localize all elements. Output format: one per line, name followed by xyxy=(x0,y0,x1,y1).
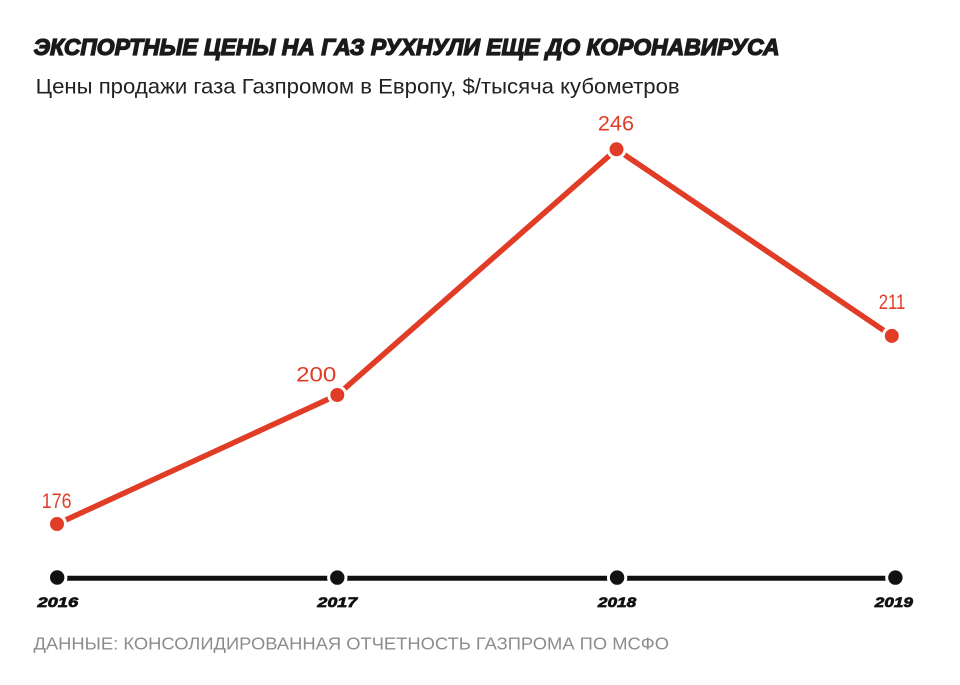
svg-text:200: 200 xyxy=(296,364,336,387)
svg-text:2017: 2017 xyxy=(316,594,359,610)
svg-text:ЭКСПОРТНЫЕ ЦЕНЫ НА ГАЗ РУХНУЛИ: ЭКСПОРТНЫЕ ЦЕНЫ НА ГАЗ РУХНУЛИ ЕЩЕ ДО КО… xyxy=(34,34,780,60)
svg-text:2018: 2018 xyxy=(597,594,637,610)
svg-text:2019: 2019 xyxy=(874,594,914,610)
svg-text:246: 246 xyxy=(598,113,634,136)
svg-text:211: 211 xyxy=(879,291,906,314)
svg-text:176: 176 xyxy=(42,490,72,513)
svg-text:2016: 2016 xyxy=(36,594,78,610)
svg-text:Цены продажи газа Газпромом в: Цены продажи газа Газпромом в Европу, $/… xyxy=(36,76,680,99)
svg-text:ДАННЫЕ: КОНСОЛИДИРОВАННАЯ ОТЧЕ: ДАННЫЕ: КОНСОЛИДИРОВАННАЯ ОТЧЕТНОСТЬ ГАЗ… xyxy=(34,633,670,653)
